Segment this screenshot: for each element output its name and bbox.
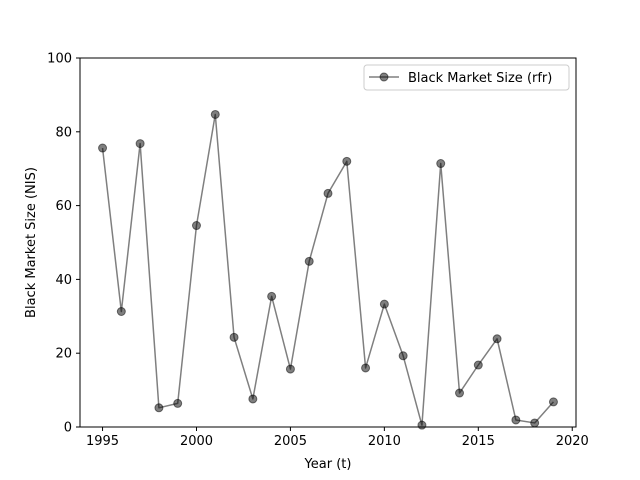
y-tick-label-0: 0	[64, 421, 72, 436]
data-point-2019	[548, 397, 558, 407]
data-point-2015	[473, 360, 483, 370]
x-tick-label-2010: 2010	[368, 434, 401, 449]
data-point-2007	[323, 188, 333, 198]
data-point-2005	[285, 364, 295, 374]
x-tick-label-2005: 2005	[274, 434, 307, 449]
y-tick-label-40: 40	[55, 273, 72, 288]
data-point-1996	[116, 307, 126, 317]
y-tick-label-100: 100	[47, 52, 72, 67]
data-point-2012	[417, 420, 427, 430]
data-point-2009	[361, 363, 371, 373]
x-tick-label-2015: 2015	[462, 434, 495, 449]
legend: Black Market Size (rfr)	[363, 64, 570, 91]
data-point-1999	[173, 398, 183, 408]
data-point-2010	[379, 299, 389, 309]
data-point-2014	[455, 388, 465, 398]
data-point-1998	[154, 403, 164, 413]
y-tick-label-60: 60	[55, 199, 72, 214]
data-point-2003	[248, 394, 258, 404]
data-point-2011	[398, 351, 408, 361]
data-point-2016	[492, 334, 502, 344]
data-point-1997	[135, 139, 145, 149]
y-tick-label-80: 80	[55, 125, 72, 140]
plot-data-layer	[98, 109, 558, 430]
legend-marker-swatch	[379, 72, 389, 82]
data-point-2006	[304, 256, 314, 266]
x-tick-label-1995: 1995	[86, 434, 119, 449]
data-point-2017	[511, 415, 521, 425]
data-point-2013	[436, 159, 446, 169]
data-point-2004	[267, 291, 277, 301]
x-axis-label: Year (t)	[304, 457, 352, 472]
x-tick-label-2000: 2000	[180, 434, 213, 449]
data-point-2001	[210, 109, 220, 119]
plot-frame	[79, 57, 577, 428]
axes-layer: 1995 2000 2005 2010 2015 2020 0 20 40 60 80 100	[47, 52, 589, 450]
data-point-2008	[342, 156, 352, 166]
data-point-2018	[530, 418, 540, 428]
y-tick-label-20: 20	[55, 347, 72, 362]
legend-entry-label: Black Market Size (rfr)	[408, 71, 552, 86]
data-point-2000	[191, 221, 201, 231]
x-tick-label-2020: 2020	[556, 434, 589, 449]
y-axis-label: Black Market Size (NIS)	[24, 167, 39, 318]
data-point-1995	[98, 143, 108, 153]
data-point-2002	[229, 332, 239, 342]
legend-box	[363, 64, 570, 91]
